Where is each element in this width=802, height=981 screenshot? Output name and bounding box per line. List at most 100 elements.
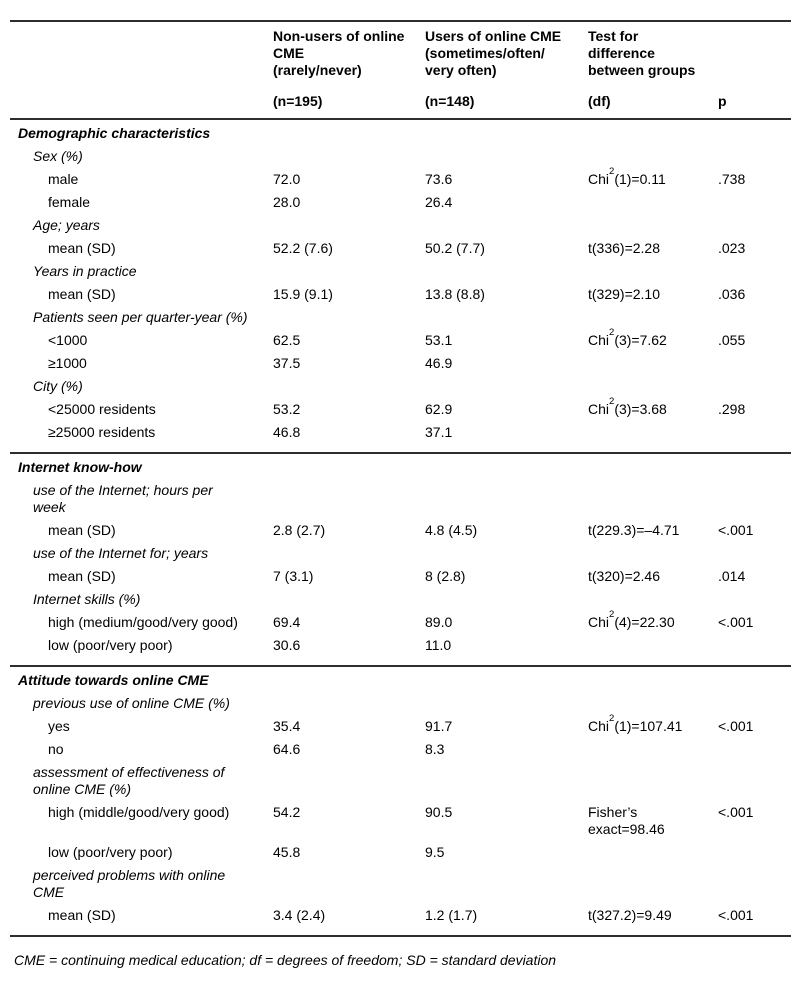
column-title-line: Non-users of online (273, 28, 405, 44)
test-text: t(320)=2.46 (588, 568, 660, 584)
p-value-cell: .036 (718, 286, 746, 302)
test-value-cell: t(320)=2.46 (588, 565, 718, 588)
nonusers-value-cell: 30.6 (273, 637, 301, 653)
column-title-line: between groups (588, 62, 696, 78)
test-superscript: 2 (609, 713, 615, 725)
p-value-cell (718, 738, 791, 761)
data-row: low (poor/very poor) 30.6 11.0 (10, 634, 791, 666)
row-label-cell: high (middle/good/very good) (48, 804, 230, 820)
group-label: City (%) (10, 375, 791, 398)
p-value-cell: .298 (718, 401, 746, 417)
row-label-cell: ≥1000 (48, 355, 87, 371)
column-subheader: (df) (588, 93, 611, 109)
group-label-text: perceived problems with online CME (33, 867, 226, 900)
users-value-cell: 53.1 (425, 332, 453, 348)
users-value-cell: 8.3 (425, 741, 445, 757)
group-label-text: use of the Internet for; years (33, 545, 209, 561)
users-value-cell: 73.6 (425, 171, 453, 187)
nonusers-value-cell: 64.6 (273, 741, 301, 757)
test-value-cell (588, 421, 718, 453)
section-1: Internet know-how use of the Internet; ho… (10, 453, 791, 666)
test-value-cell: t(336)=2.28 (588, 237, 718, 260)
data-row: mean (SD) 15.9 (9.1) 13.8 (8.8) t(329)=2.10… (10, 283, 791, 306)
p-value-cell (718, 841, 791, 864)
group-label: previous use of online CME (%) (10, 692, 791, 715)
group-label-row: Sex (%) (10, 145, 791, 168)
test-text: t(329)=2.10 (588, 286, 660, 302)
test-value-cell: Chi2(3)=3.68 (588, 397, 718, 421)
test-value-cell (588, 841, 718, 864)
p-value-cell: <.001 (718, 907, 754, 923)
group-label-row: Patients seen per quarter-year (%) (10, 306, 791, 329)
test-text: Chi (588, 332, 610, 348)
data-row: male 72.0 73.6 Chi2(1)=0.11.738 (10, 167, 791, 191)
column-header-3: Test for difference between groups (df) (588, 21, 718, 119)
test-value-cell: t(229.3)=–4.71 (588, 519, 718, 542)
column-title-line: Test for (588, 28, 639, 44)
group-label: Patients seen per quarter-year (%) (10, 306, 791, 329)
p-value-cell (718, 191, 791, 214)
test-text: (3)=3.68 (614, 401, 667, 417)
group-label-row: perceived problems with online CME (10, 864, 791, 904)
nonusers-value-cell: 62.5 (273, 332, 301, 348)
users-value-cell: 9.5 (425, 844, 445, 860)
data-row: high (medium/good/very good) 69.4 89.0 Chi2… (10, 610, 791, 634)
column-title-line: CME (273, 45, 305, 61)
test-text: (1)=0.11 (614, 171, 666, 187)
test-text: t(336)=2.28 (588, 240, 660, 256)
test-text: Chi (588, 171, 610, 187)
test-value-cell: Chi2(3)=7.62 (588, 327, 718, 352)
users-value-cell: 26.4 (425, 194, 453, 210)
row-label-cell: no (48, 741, 64, 757)
column-header-2: Users of online CME (sometimes/often/very… (425, 21, 588, 119)
column-title: Test for difference between groups (588, 28, 712, 79)
row-label-cell: mean (SD) (48, 286, 116, 302)
test-value-cell (588, 191, 718, 214)
test-value-cell: Fisher’s exact=98.46 (588, 801, 718, 841)
test-text: (1)=107.41 (614, 718, 683, 734)
column-subheader: p (718, 93, 727, 109)
test-text: Fisher’s exact=98.46 (588, 804, 665, 837)
column-title-line: Users of online CME (425, 28, 562, 44)
group-label: assessment of effectiveness of online CM… (10, 761, 791, 801)
table-header: Non-users of online CME (rarely/never) (n=1… (10, 21, 791, 119)
users-value-cell: 8 (2.8) (425, 568, 466, 584)
nonusers-value-cell: 69.4 (273, 614, 301, 630)
p-value-cell: .014 (718, 568, 746, 584)
test-value-cell: Chi2(4)=22.30 (588, 610, 718, 634)
data-row: low (poor/very poor) 45.8 9.5 (10, 841, 791, 864)
group-label-text: City (%) (33, 378, 83, 394)
p-value-cell: <.001 (718, 614, 754, 630)
column-title: Non-users of online CME (rarely/never) (273, 28, 419, 79)
group-label-row: use of the Internet for; years (10, 542, 791, 565)
p-value-cell: .738 (718, 171, 746, 187)
test-value-cell: Chi2(1)=0.11 (588, 167, 718, 191)
group-label-row: Internet skills (%) (10, 588, 791, 611)
section-title: Internet know-how (18, 459, 142, 475)
test-superscript: 2 (609, 327, 615, 339)
nonusers-value-cell: 54.2 (273, 804, 301, 820)
group-label-text: Sex (%) (33, 148, 83, 164)
data-row: <25000 residents 53.2 62.9 Chi2(3)=3.68.298 (10, 397, 791, 421)
column-subheader: (n=148) (425, 93, 475, 109)
test-text: Chi (588, 718, 610, 734)
group-label-text: Years in practice (33, 263, 137, 279)
row-label-cell: mean (SD) (48, 240, 116, 256)
group-label-text: previous use of online CME (%) (33, 695, 230, 711)
test-value-cell (588, 738, 718, 761)
column-title-line: difference (588, 45, 655, 61)
users-value-cell: 1.2 (1.7) (425, 907, 478, 923)
p-value-cell (718, 634, 791, 666)
nonusers-value-cell: 28.0 (273, 194, 301, 210)
group-label-row: previous use of online CME (%) (10, 692, 791, 715)
users-value-cell: 37.1 (425, 424, 453, 440)
test-text: Chi (588, 614, 610, 630)
users-value-cell: 89.0 (425, 614, 453, 630)
header-row: Non-users of online CME (rarely/never) (n=1… (10, 21, 791, 119)
group-label: use of the Internet; hours per week (10, 479, 791, 519)
group-label-row: assessment of effectiveness of online CM… (10, 761, 791, 801)
group-label-row: use of the Internet; hours per week (10, 479, 791, 519)
data-row: ≥1000 37.5 46.9 (10, 352, 791, 375)
nonusers-value-cell: 3.4 (2.4) (273, 907, 326, 923)
